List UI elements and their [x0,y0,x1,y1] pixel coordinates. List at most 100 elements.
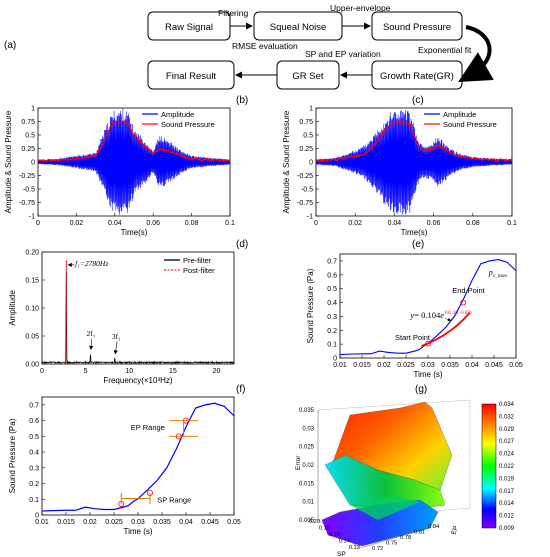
surface-sp-tick-label: 0.12 [349,545,360,551]
chart-b-ytick-label: -0.25 [19,173,35,180]
chart-f-xtick-label: 0.045 [201,519,219,526]
chart-f-xtick-label: 0.015 [57,519,75,526]
panel-label-f: (f) [236,384,245,395]
surface-sp-label: SP [337,551,346,557]
colorbar-tick-label: 0.009 [499,526,515,532]
surface-z-tick-label: 0.025 [299,445,315,451]
chart-c-ytick-label: 0.25 [299,146,313,153]
chart-e-equation-part-0: y [409,310,414,320]
chart-d-legend-post-filter: Post-filter [183,266,215,275]
chart-e-ytick-label: 0 [333,356,337,363]
chart-c-ytick-label: -0.25 [297,173,313,180]
chart-c-ytick-label: -1 [307,214,313,221]
chart-c-xtick-label: 0.02 [348,220,362,227]
chart-b-ylabel: Amplitude & Sound Pressure [4,110,13,213]
chart-e-equation-arrow [445,317,452,322]
chart-d-xlabel: Frequency(×10³Hz) [103,376,172,385]
flow-arrow-sp-ep-label: SP and EP variation [305,49,381,59]
chart-b-xtick-label: 0.04 [108,220,122,227]
chart-c-series-amplitude [315,110,513,215]
chart-f-ytick-label: 0.4 [29,450,39,457]
surface-sp-tick-label: 0.18 [319,526,330,532]
chart-d: 0 5 10 15 20 0.00 0.05 0.10 0.15 0.20 Frequency(×1… [8,250,235,385]
colorbar-tick-label: 0.019 [499,476,515,482]
chart-f-ytick-label: 0.6 [29,418,39,425]
surface-z-tick-label: 0.01 [302,500,314,506]
chart-d-arrow-2f1 [89,338,94,351]
chart-b-legend-sound-pressure: Sound Pressure [161,120,215,129]
chart-d-xtick-label: 0 [40,368,44,375]
chart-e-xtick-label: 0.02 [377,362,391,369]
chart-d-annotation-f1: f₁=2780Hz [75,259,108,268]
chart-f: 0.01 0.015 0.02 0.025 0.03 0.035 0.04 0.045 0.05… [8,396,241,536]
chart-d-legend-pre-filter: Pre-filter [183,256,212,265]
chart-e-annotation-pcmax: pc_max [488,268,508,279]
colorbar-tick-label: 0.034 [499,402,515,408]
flowchart: (a) Raw Signal Squeal Noise Sound Pressu… [4,3,494,90]
surface-sp-tick-label: 0.16 [329,532,340,538]
chart-f-ytick-label: 0.7 [29,402,39,409]
chart-e-ytick-label: 0.5 [327,286,337,293]
chart-c-ytick-label: -0.5 [301,187,313,194]
chart-e-ytick-label: 0.3 [327,314,337,321]
chart-g: 0.005 0.01 0.015 0.02 0.025 0.03 0.035 Error 0… [295,399,515,557]
surface-lower-highlight [350,496,420,520]
chart-d-ytick-label: 0.20 [25,250,39,257]
surface-z-tick-label: 0.02 [302,463,314,469]
chart-c-xtick-label: 0 [314,220,318,227]
flow-box-growth-rate-label: Growth Rate(GR) [380,71,454,82]
chart-e-xtick-label: 0.04 [465,362,479,369]
chart-e-xtick-label: 0.015 [353,362,371,369]
chart-f-annotation-ep-range: EP Range [131,423,165,432]
flow-box-sound-pressure [371,11,463,41]
chart-b-xlabel: Time(s) [121,228,148,237]
chart-c-series-sound-pressure [315,120,513,163]
chart-d-annotation-2f1: 2f₁ [87,329,96,338]
chart-e-pcmax-subscript: c_max [493,273,508,279]
chart-e-xlabel: Time (s) [413,370,442,379]
flow-box-sound-pressure-label: Sound Pressure [383,22,451,33]
colorbar-ticks: 0.034 0.032 0.029 0.027 0.024 0.022 0.019 0.017… [499,402,515,532]
chart-b-ytick-label: 0.75 [21,119,35,126]
chart-e-series-fit [421,312,471,347]
chart-e-ytick-label: 0.1 [327,342,337,349]
chart-e-point-1 [460,299,467,306]
chart-c-ytick-label: 0 [309,160,313,167]
surface-ep-ticks: 0.720.750.780.810.84 [372,524,440,552]
chart-e-equation-part-2: e [440,310,444,320]
chart-b-xtick-label: 0.1 [225,220,235,227]
chart-e-ytick-label: 0.6 [327,272,337,279]
chart-c-xtick-label: 0.08 [466,220,480,227]
chart-c: 0 0.02 0.04 0.06 0.08 0.1 -1 -0.75 -0.5 -0.25 0 0.2… [282,106,517,238]
chart-f-ytick-label: 0 [35,513,39,520]
surface-z-tick-label: 0.005 [299,518,315,524]
surface-z-tick-label: 0.03 [302,426,314,432]
chart-b-ytick-label: -1 [29,214,35,221]
chart-b-ytick-label: 0.5 [25,133,35,140]
chart-f-xtick-label: 0.03 [131,519,145,526]
colorbar-tick-label: 0.014 [499,501,515,507]
colorbar-tick-label: 0.012 [499,514,515,520]
panel-label-b: (b) [236,95,248,106]
chart-e-xtick-label: 0.01 [333,362,347,369]
flow-arrow-exponential-fit [458,25,494,82]
surface-z-tick-label: 0.015 [299,481,315,487]
colorbar [481,403,497,529]
flow-box-squeal-noise-label: Squeal Noise [270,22,327,33]
chart-d-series-post-filter [65,260,68,365]
chart-b: 0 0.02 0.04 0.06 0.08 0.1 -1 -0.75 -0.5 -0.25 0 0.2… [4,106,235,238]
chart-f-ytick-label: 0.2 [29,481,39,488]
chart-f-xtick-label: 0.035 [153,519,171,526]
chart-c-legend-amplitude: Amplitude [443,110,476,119]
surface-ep-label: EP [450,525,460,536]
chart-f-xtick-label: 0.05 [227,519,241,526]
chart-c-ylabel: Amplitude & Sound Pressure [282,110,291,213]
chart-b-ytick-label: -0.75 [19,200,35,207]
panel-label-g: (g) [415,384,427,395]
chart-d-ytick-label: 0.05 [25,334,39,341]
chart-e-annotation-end: End Point [452,286,485,295]
chart-b-xtick-label: 0.08 [185,220,199,227]
flow-box-final-result [147,60,235,90]
chart-d-xtick-label: 20 [213,368,221,375]
chart-c-xtick-label: 0.06 [427,220,441,227]
